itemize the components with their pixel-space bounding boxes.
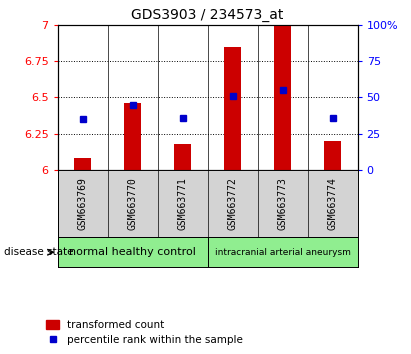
Bar [224,46,241,170]
Text: intracranial arterial aneurysm: intracranial arterial aneurysm [215,248,351,257]
Bar [324,141,341,170]
Bar [274,22,291,170]
Text: GSM663772: GSM663772 [228,177,238,230]
Bar [208,237,358,267]
Text: disease state: disease state [4,247,74,257]
Legend: transformed count, percentile rank within the sample: transformed count, percentile rank withi… [46,320,243,345]
Text: GSM663770: GSM663770 [127,177,138,230]
Text: normal healthy control: normal healthy control [69,247,196,257]
Bar [58,237,208,267]
Text: GSM663773: GSM663773 [277,177,288,230]
Bar [174,144,191,170]
Text: GSM663771: GSM663771 [178,177,187,230]
Text: GSM663774: GSM663774 [328,177,337,230]
Bar [124,103,141,170]
Bar [74,158,91,170]
Text: GSM663769: GSM663769 [78,177,88,230]
Title: GDS3903 / 234573_at: GDS3903 / 234573_at [132,8,284,22]
